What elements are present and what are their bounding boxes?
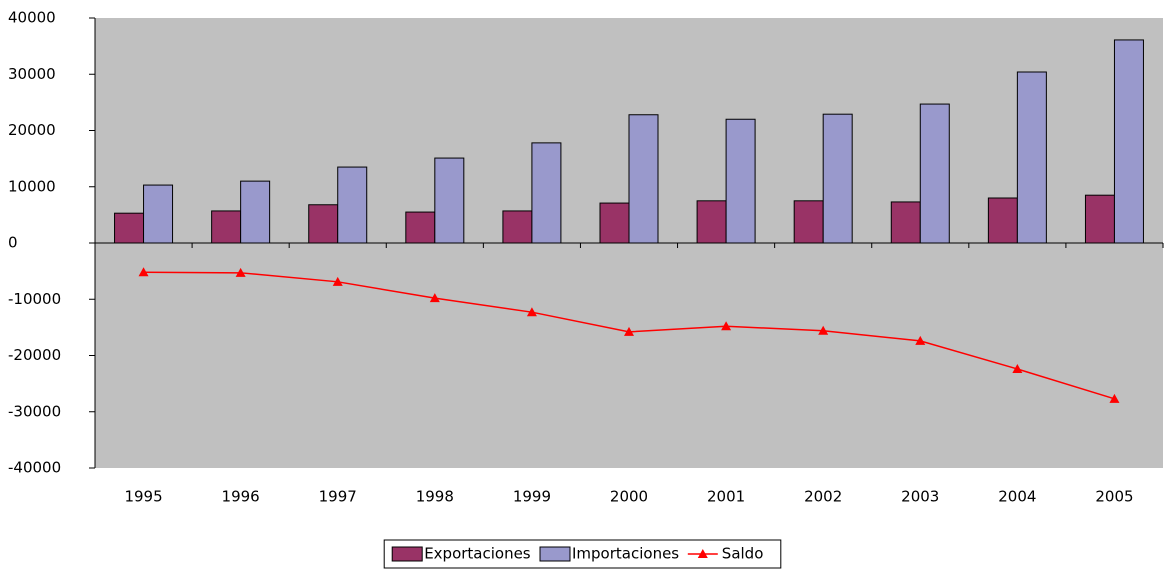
bar [1113,39,1144,244]
x-tick-label: 2000 [610,488,648,506]
bar [337,166,368,244]
legend-label: Importaciones [572,545,679,563]
bar [308,204,339,244]
bar [725,118,756,244]
bar [599,202,630,244]
bar [696,200,727,244]
y-tick-label: -40000 [8,459,61,477]
bar [793,200,824,244]
x-tick-label: 2003 [901,488,939,506]
bar [405,211,436,244]
legend-marker [697,549,708,558]
legend-label: Saldo [722,545,764,563]
bar [240,180,271,244]
marker [235,267,246,277]
y-tick-label: 40000 [8,9,56,27]
y-tick-label: -20000 [8,346,61,364]
bar [502,210,533,244]
y-tick-label: 20000 [8,121,56,139]
x-tick-label: 2005 [1095,488,1133,506]
bar [987,197,1018,244]
marker [1012,364,1023,373]
bar [211,210,242,244]
y-tick-label: 10000 [8,177,56,195]
x-tick-label: 2001 [707,488,745,506]
bar [1016,71,1047,244]
bar [890,201,921,244]
marker [332,276,343,286]
bar [919,103,950,244]
marker [818,325,829,335]
marker [915,335,926,345]
x-tick-label: 1995 [124,488,162,506]
legend: Exportaciones Importaciones Saldo [383,539,782,569]
bar [628,114,659,244]
x-tick-label: 1996 [222,488,260,506]
marker [138,267,149,277]
y-tick-label: 30000 [8,65,56,83]
marker [526,307,537,317]
bar [114,212,145,244]
legend-swatch [391,546,423,562]
y-tick-label: -10000 [8,290,61,308]
x-tick-label: 2004 [998,488,1036,506]
bar [1084,194,1115,244]
x-tick-label: 1997 [319,488,357,506]
marker [624,326,634,336]
x-tick-label: 2002 [804,488,842,506]
x-tick-label: 1998 [416,488,454,506]
marker [1109,393,1120,403]
legend-swatch [539,546,571,562]
bar [143,184,174,244]
marker [429,293,440,303]
x-tick-label: 1999 [513,488,551,506]
bar [434,157,465,244]
bar [822,113,853,244]
marker [721,321,732,331]
bar [531,142,562,244]
y-tick-label: 0 [8,234,18,252]
legend-label: Exportaciones [424,545,531,563]
y-tick-label: -30000 [8,402,61,420]
